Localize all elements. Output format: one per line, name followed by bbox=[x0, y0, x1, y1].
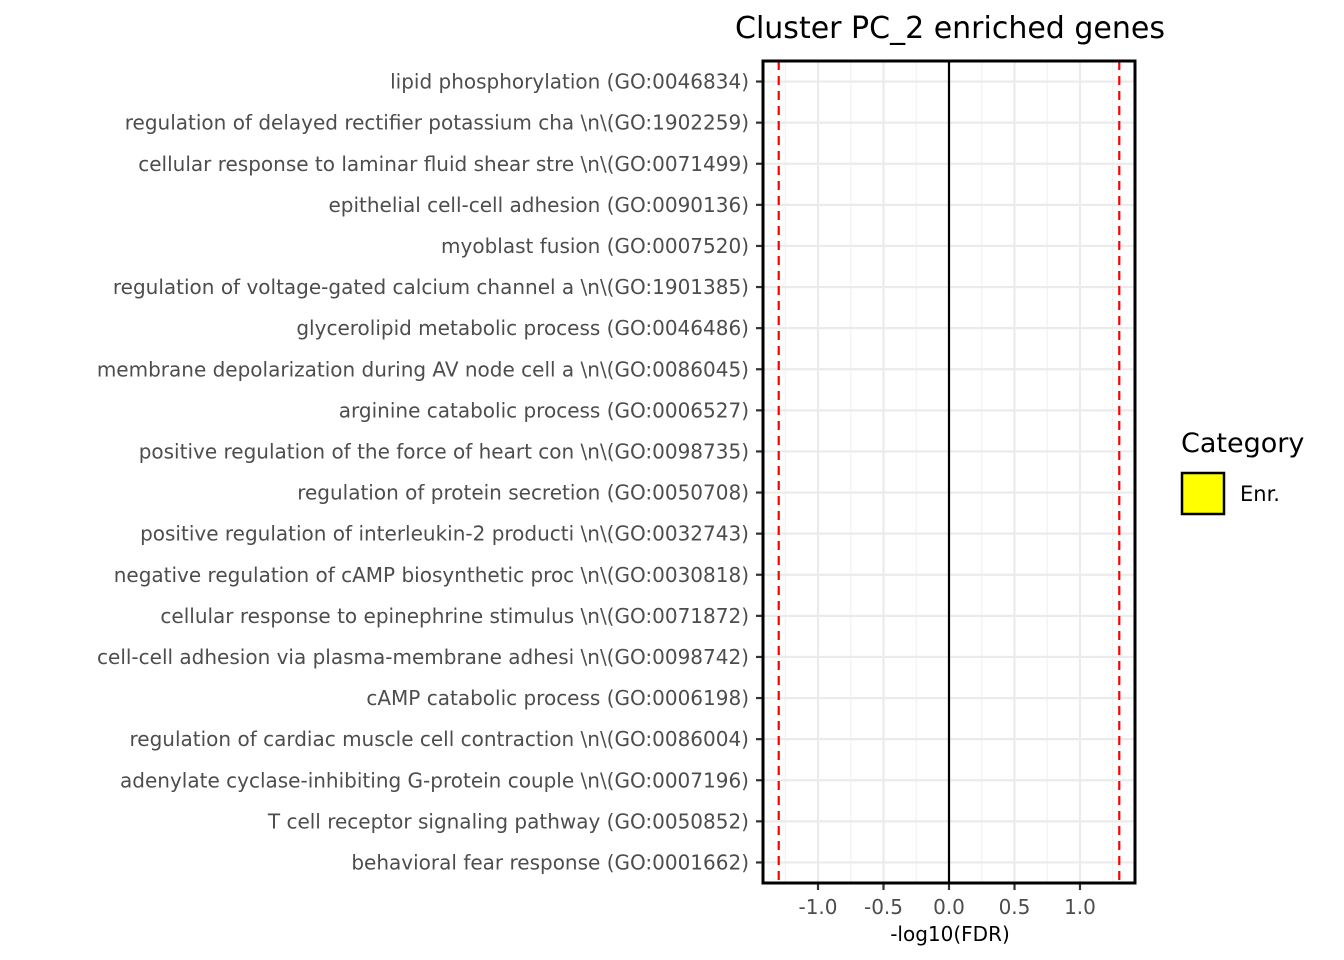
y-tick-label: positive regulation of the force of hear… bbox=[139, 439, 749, 463]
legend-title: Category bbox=[1181, 428, 1304, 459]
y-tick-label: negative regulation of cAMP biosynthetic… bbox=[114, 563, 749, 587]
x-tick-label: 1.0 bbox=[1064, 895, 1096, 919]
y-tick-label: cellular response to laminar fluid shear… bbox=[138, 152, 749, 176]
x-tick-label: 0.0 bbox=[933, 895, 965, 919]
y-tick-label: behavioral fear response (GO:0001662) bbox=[351, 850, 749, 874]
legend-key bbox=[1180, 471, 1226, 516]
y-tick-label: epithelial cell-cell adhesion (GO:009013… bbox=[328, 193, 749, 217]
x-tick-label: -0.5 bbox=[864, 895, 903, 919]
legend-entries: Enr. bbox=[1180, 471, 1280, 516]
x-axis-ticks: -1.0 -0.5 0.0 0.5 1.0 bbox=[798, 883, 1096, 919]
y-tick-label: regulation of delayed rectifier potassiu… bbox=[125, 111, 749, 135]
y-tick-label: cAMP catabolic process (GO:0006198) bbox=[366, 686, 749, 710]
y-tick-label: cellular response to epinephrine stimulu… bbox=[160, 604, 749, 628]
legend-label: Enr. bbox=[1240, 482, 1280, 506]
y-tick-label: cell-cell adhesion via plasma-membrane a… bbox=[97, 645, 749, 669]
y-tick-label: membrane depolarization during AV node c… bbox=[97, 357, 749, 381]
x-tick-label: 0.5 bbox=[999, 895, 1031, 919]
legend: Category Enr. bbox=[1180, 428, 1304, 516]
y-tick-label: glycerolipid metabolic process (GO:00464… bbox=[296, 316, 749, 340]
y-tick-label: adenylate cyclase-inhibiting G-protein c… bbox=[120, 768, 749, 792]
y-tick-label: positive regulation of interleukin-2 pro… bbox=[140, 522, 749, 546]
chart-title: Cluster PC_2 enriched genes bbox=[735, 11, 1165, 46]
y-tick-label: regulation of voltage-gated calcium chan… bbox=[113, 275, 749, 299]
y-tick-label: T cell receptor signaling pathway (GO:00… bbox=[267, 809, 749, 833]
reference-lines bbox=[777, 61, 1121, 883]
y-tick-label: regulation of cardiac muscle cell contra… bbox=[130, 727, 749, 751]
y-tick-label: myoblast fusion (GO:0007520) bbox=[441, 234, 749, 258]
x-axis-label: -log10(FDR) bbox=[890, 922, 1010, 946]
y-tick-label: arginine catabolic process (GO:0006527) bbox=[339, 398, 749, 422]
y-axis-ticks: lipid phosphorylation (GO:0046834) regula… bbox=[97, 70, 763, 874]
y-tick-label: regulation of protein secretion (GO:0050… bbox=[297, 481, 749, 505]
plot-panel-border bbox=[761, 59, 1137, 885]
x-tick-label: -1.0 bbox=[798, 895, 837, 919]
y-tick-label: lipid phosphorylation (GO:0046834) bbox=[390, 70, 749, 94]
